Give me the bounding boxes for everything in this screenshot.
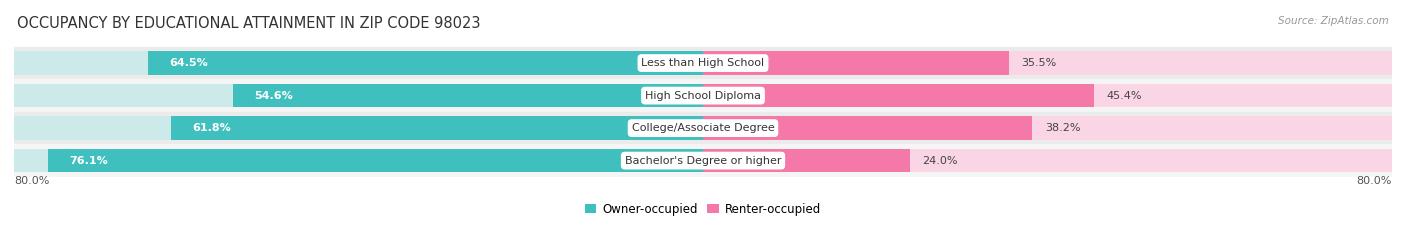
Text: Source: ZipAtlas.com: Source: ZipAtlas.com (1278, 16, 1389, 26)
Text: 80.0%: 80.0% (14, 176, 49, 186)
FancyBboxPatch shape (14, 47, 1392, 79)
Text: 24.0%: 24.0% (922, 156, 957, 166)
Bar (703, 116, 1032, 140)
FancyBboxPatch shape (14, 112, 1392, 144)
Bar (233, 84, 703, 107)
Text: College/Associate Degree: College/Associate Degree (631, 123, 775, 133)
Text: Less than High School: Less than High School (641, 58, 765, 68)
Text: OCCUPANCY BY EDUCATIONAL ATTAINMENT IN ZIP CODE 98023: OCCUPANCY BY EDUCATIONAL ATTAINMENT IN Z… (17, 16, 481, 31)
Text: 54.6%: 54.6% (254, 91, 292, 101)
Bar (14, 149, 703, 172)
Legend: Owner-occupied, Renter-occupied: Owner-occupied, Renter-occupied (579, 198, 827, 221)
FancyBboxPatch shape (14, 79, 1392, 112)
Bar (14, 51, 703, 75)
Bar (703, 51, 1392, 75)
Bar (14, 116, 703, 140)
FancyBboxPatch shape (14, 144, 1392, 177)
Text: 61.8%: 61.8% (193, 123, 231, 133)
Text: High School Diploma: High School Diploma (645, 91, 761, 101)
Bar (148, 51, 703, 75)
Bar (703, 84, 1094, 107)
Bar (14, 84, 703, 107)
Text: 76.1%: 76.1% (69, 156, 108, 166)
Bar (170, 116, 703, 140)
Text: Bachelor's Degree or higher: Bachelor's Degree or higher (624, 156, 782, 166)
Text: 64.5%: 64.5% (169, 58, 208, 68)
Bar (703, 116, 1392, 140)
Text: 35.5%: 35.5% (1022, 58, 1057, 68)
Bar (703, 149, 910, 172)
Bar (703, 84, 1392, 107)
Text: 38.2%: 38.2% (1045, 123, 1080, 133)
Text: 80.0%: 80.0% (1357, 176, 1392, 186)
Text: 45.4%: 45.4% (1107, 91, 1143, 101)
Bar (703, 51, 1008, 75)
Bar (48, 149, 703, 172)
Bar (703, 149, 1392, 172)
